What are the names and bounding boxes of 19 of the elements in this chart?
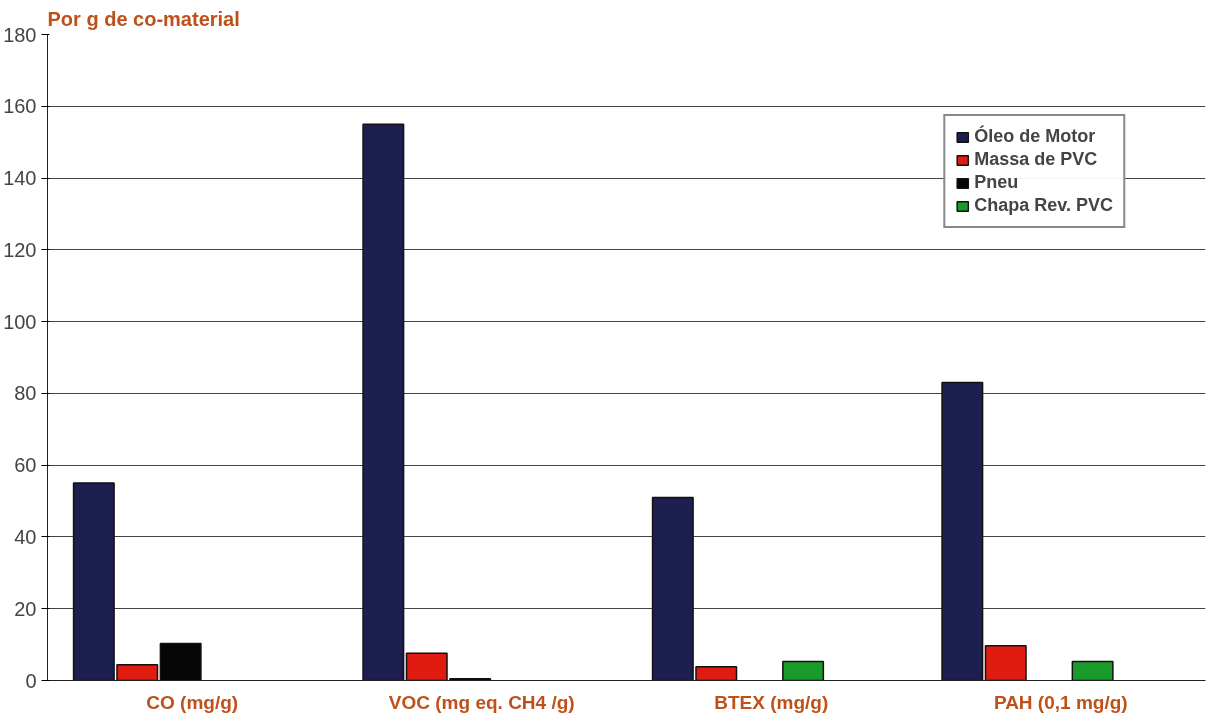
legend-label: Óleo de Motor [974,126,1096,147]
chart-title: Por g de co-material [47,7,240,30]
legend-label: Chapa Rev. PVC [974,195,1113,216]
legend-label: Massa de PVC [974,149,1098,170]
y-tick-label: 20 [14,597,37,620]
x-tick-label: BTEX (mg/g) [714,691,829,713]
y-tick-label: 120 [3,238,37,261]
x-tick-label: PAH (0,1 mg/g) [993,691,1128,713]
y-tick-label: 60 [14,454,37,477]
y-tick-label: 160 [3,95,37,118]
legend-label: Pneu [974,172,1019,193]
y-tick-label: 100 [3,310,37,333]
x-tick-label: CO (mg/g) [146,691,239,713]
y-tick-label: 40 [14,525,37,548]
y-tick-label: 0 [25,669,37,692]
y-tick-label: 180 [3,23,37,46]
x-tick-label: VOC (mg eq. CH4 /g) [388,691,575,713]
y-tick-label: 140 [3,167,37,190]
y-tick-label: 80 [14,382,37,405]
